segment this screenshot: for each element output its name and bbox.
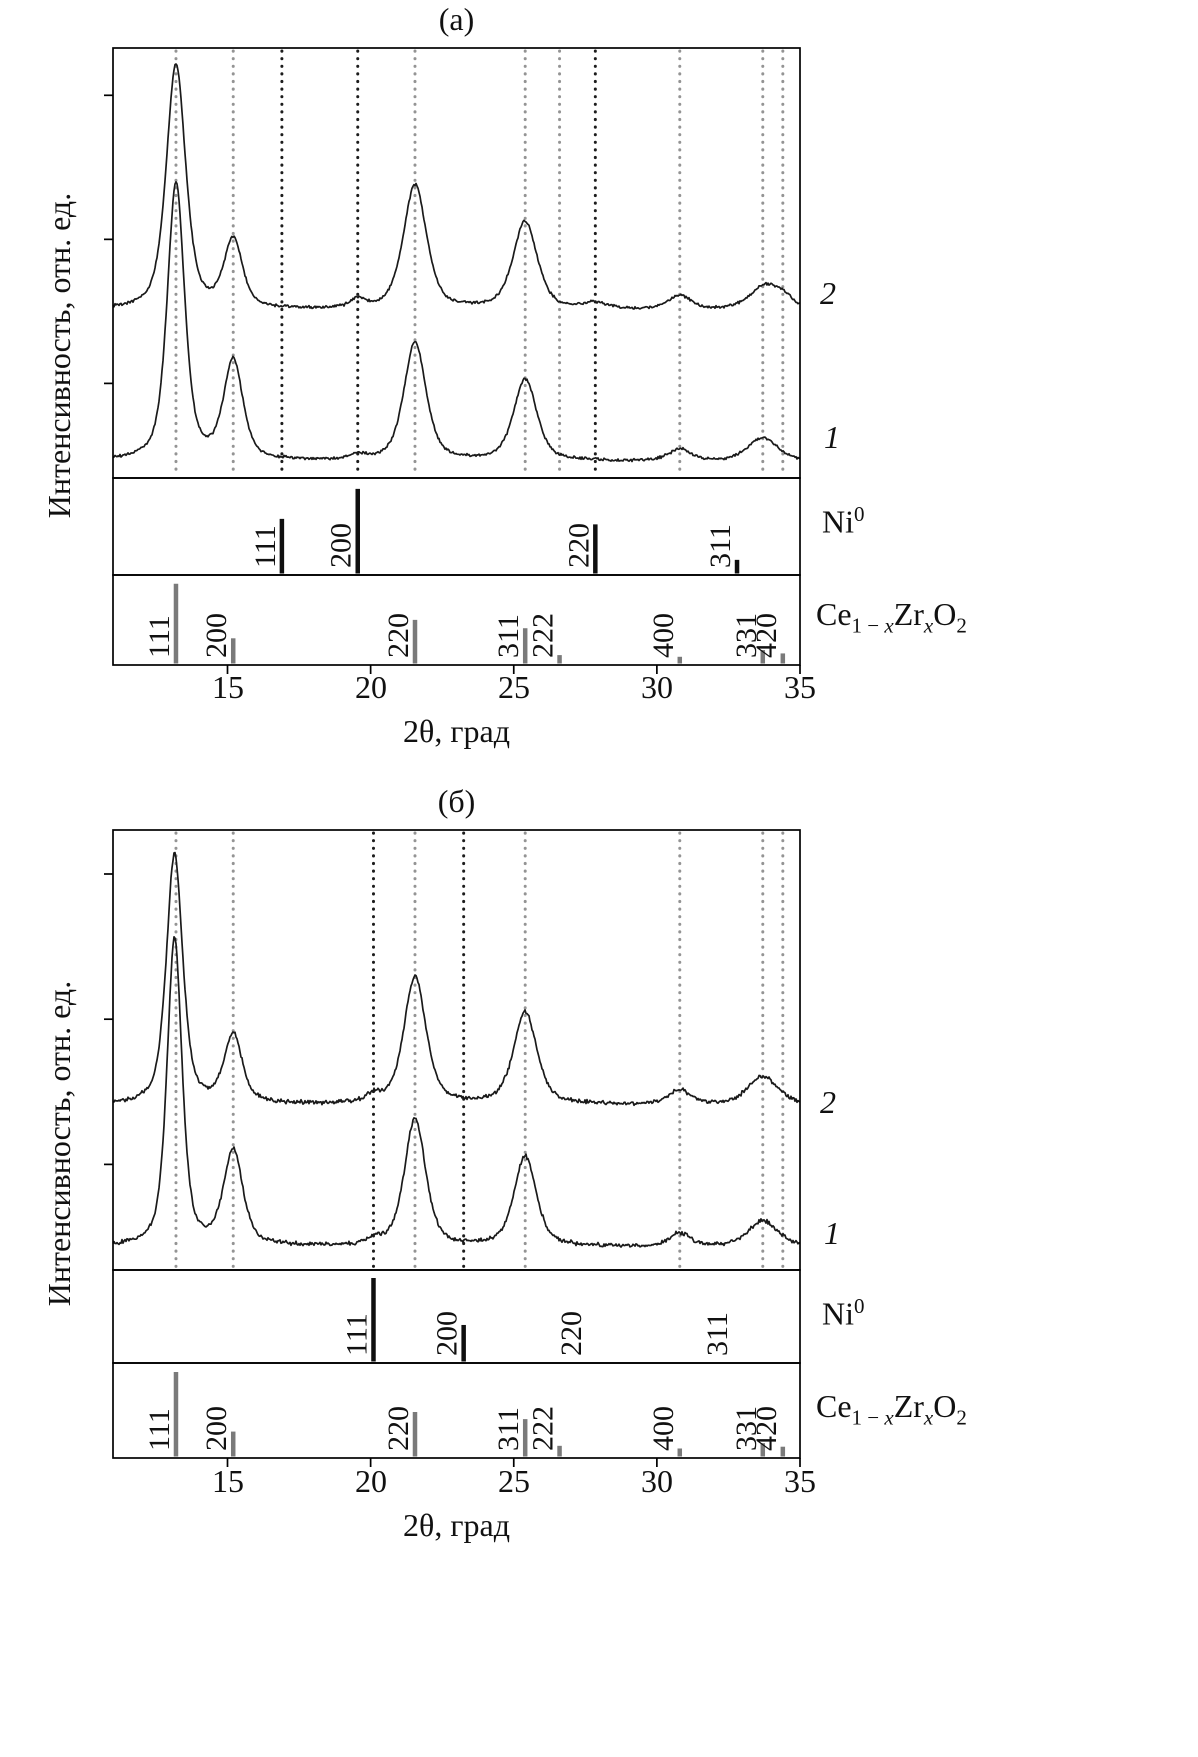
hkl-label: 111	[249, 525, 282, 568]
cezr-row-frame	[112, 1362, 801, 1459]
ni-phase-label: Ni0	[822, 1295, 865, 1331]
hkl-label: 311	[492, 1407, 525, 1451]
ni-text: Ni	[822, 503, 854, 540]
panel-a-title: (а)	[438, 1, 475, 37]
curve-label-2: 2	[820, 275, 836, 311]
curve-label-2: 2	[820, 1084, 836, 1120]
panel-b-x-axis-label: 2θ, град	[403, 1507, 510, 1543]
hkl-label: 111	[340, 1313, 373, 1356]
x-tick-label: 15	[212, 669, 244, 705]
cezr-ce: Ce	[816, 1388, 852, 1424]
hkl-label: 200	[325, 523, 358, 568]
x-tick-label: 35	[784, 1463, 816, 1499]
hkl-label: 420	[750, 613, 783, 658]
panel-b-title: (б)	[437, 783, 476, 819]
x-tick-label: 25	[498, 669, 530, 705]
cezr-row-frame	[112, 574, 801, 666]
cezr-sub1-text: 1 −	[851, 1405, 885, 1430]
hkl-label: 331	[730, 1406, 763, 1451]
x-tick-label: 20	[355, 669, 387, 705]
cezr-phase-label: Ce1 − xZrxO2	[816, 1389, 967, 1429]
cezr-sub2: x	[924, 1405, 933, 1429]
hkl-label: 111	[143, 615, 176, 658]
ni-superscript: 0	[854, 1294, 865, 1318]
hkl-label: 331	[730, 613, 763, 658]
hkl-label: 200	[200, 1406, 233, 1451]
cezr-zr: Zr	[893, 596, 924, 632]
ni-text: Ni	[822, 1295, 854, 1332]
main-plot-frame	[112, 47, 801, 479]
x-tick-label: 20	[355, 1463, 387, 1499]
cezr-sub2-x: x	[923, 1405, 934, 1430]
hkl-label: 220	[382, 613, 415, 658]
ni-phase-label: Ni0	[822, 503, 865, 539]
cezr-sub3: 2	[956, 1405, 967, 1430]
curve-label-1: 1	[824, 419, 840, 455]
cezr-o: O	[933, 596, 957, 632]
curve-label-1: 1	[824, 1215, 840, 1251]
cezr-sub1: 1 − x	[852, 1405, 894, 1429]
x-tick-label: 35	[784, 669, 816, 705]
xrd-curve-1	[112, 935, 801, 1248]
hkl-label: 311	[704, 524, 737, 568]
hkl-label: 311	[492, 614, 525, 658]
hkl-label: 220	[382, 1406, 415, 1451]
cezr-zr: Zr	[893, 1388, 924, 1424]
hkl-label: 220	[562, 523, 595, 568]
hkl-label: 220	[555, 1311, 588, 1356]
cezr-ce: Ce	[816, 596, 852, 632]
ni-row-frame	[112, 477, 801, 576]
x-tick-label: 15	[212, 1463, 244, 1499]
hkl-label: 420	[750, 1406, 783, 1451]
hkl-label: 200	[431, 1311, 464, 1356]
x-tick-label: 30	[641, 1463, 673, 1499]
hkl-label: 311	[701, 1312, 734, 1356]
cezr-sub1-text: 1 −	[851, 613, 885, 638]
xrd-curve-1	[112, 181, 801, 463]
cezr-phase-label: Ce1 − xZrxO2	[816, 597, 967, 637]
cezr-sub2: x	[924, 613, 933, 637]
xrd-curve-2	[112, 63, 800, 310]
hkl-label: 400	[647, 1406, 680, 1451]
x-tick-label: 25	[498, 1463, 530, 1499]
cezr-o: O	[933, 1388, 957, 1424]
cezr-sub1: 1 − x	[852, 613, 894, 637]
hkl-label: 222	[527, 1406, 560, 1451]
panel-b-y-axis-label: Интенсивность, отн. ед.	[41, 980, 77, 1307]
cezr-sub2-x: x	[923, 613, 934, 638]
panel-a-y-axis-label: Интенсивность, отн. ед.	[41, 192, 77, 519]
hkl-label: 222	[527, 613, 560, 658]
ni-superscript: 0	[854, 502, 865, 526]
hkl-label: 400	[647, 613, 680, 658]
panel-a-x-axis-label: 2θ, град	[403, 713, 510, 749]
x-tick-label: 30	[641, 669, 673, 705]
hkl-label: 111	[143, 1408, 176, 1451]
cezr-sub3: 2	[956, 613, 967, 638]
hkl-label: 200	[200, 613, 233, 658]
cezr-sub1-x: x	[884, 1405, 894, 1430]
main-plot-frame	[112, 829, 801, 1271]
cezr-sub1-x: x	[884, 613, 894, 638]
xrd-curve-2	[113, 851, 801, 1107]
